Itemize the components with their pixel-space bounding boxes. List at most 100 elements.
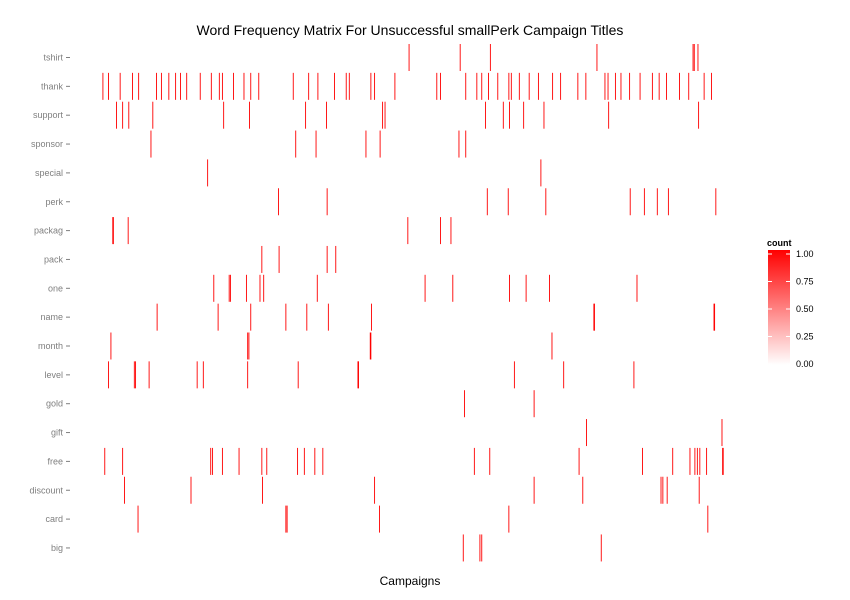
cell-one-730	[549, 274, 550, 302]
cell-sponsor-455	[379, 130, 381, 158]
cell-tshirt-971	[697, 44, 699, 71]
cell-name-302	[285, 303, 287, 331]
cell-one-260	[259, 274, 261, 302]
cell-thank-131	[180, 72, 181, 100]
cell-level-80	[148, 361, 150, 389]
cell-thank-993	[711, 72, 712, 100]
cell-tshirt-502	[408, 44, 410, 71]
cell-one-212	[229, 274, 231, 302]
cell-free-8	[104, 447, 106, 475]
cell-one-665	[509, 274, 510, 302]
legend-tick-label-1.00: 1.00	[796, 249, 814, 259]
legend-tick-label-0.25: 0.25	[796, 332, 814, 342]
cell-support-459	[382, 101, 384, 129]
cell-gold-592	[464, 390, 465, 418]
cell-support-655	[502, 101, 504, 129]
cell-special-716	[540, 159, 542, 187]
cell-discount-40	[124, 476, 125, 504]
y-tick-label-big: big	[51, 543, 63, 553]
cell-card-304	[286, 505, 288, 533]
cell-free-321	[297, 447, 299, 475]
legend-ticks: 1.00 0.75 0.50 0.25 0.00	[768, 249, 814, 369]
cell-discount-705	[533, 476, 535, 504]
cell-thank-908	[658, 72, 660, 100]
cell-perk-290	[278, 188, 279, 216]
cell-big-590	[462, 534, 464, 562]
cell-sponsor-318	[295, 130, 297, 158]
cell-thank-100	[160, 72, 162, 100]
cell-thank-612	[476, 72, 478, 100]
y-tick-label-tshirt: tshirt	[43, 53, 63, 63]
cell-thank-354	[317, 72, 319, 100]
cell-level-58	[135, 361, 137, 389]
cell-support-37	[122, 101, 124, 129]
y-tick-label-level: level	[44, 370, 63, 380]
y-tick-label-month: month	[38, 341, 63, 351]
cell-discount-784	[582, 476, 584, 504]
cell-thank-245	[250, 72, 252, 100]
y-axis: tshirt thank support sponsor special perk pack…	[29, 53, 70, 553]
cell-level-168	[202, 361, 204, 389]
cell-thank-748	[560, 72, 562, 100]
cell-big-814	[600, 534, 602, 562]
cell-sponsor-583	[458, 130, 460, 158]
cell-one-528	[424, 274, 426, 302]
cell-thank-631	[488, 72, 489, 100]
cell-tshirt-807	[596, 44, 598, 71]
cell-free-271	[266, 447, 268, 475]
cell-thank-956	[688, 72, 690, 100]
y-tick-label-thank: thank	[41, 81, 64, 91]
legend-tick-label-0.75: 0.75	[796, 277, 814, 287]
cell-thank-194	[218, 72, 220, 100]
cell-perk-1000	[715, 188, 717, 216]
y-tick-label-gift: gift	[51, 428, 64, 438]
cell-thank-789	[585, 72, 587, 100]
cell-thank-941	[679, 72, 680, 100]
cell-sponsor-594	[465, 130, 467, 158]
cell-big-620	[481, 534, 483, 562]
cell-thank-712	[537, 72, 539, 100]
cell-tshirt-585	[459, 44, 461, 71]
cell-thank-33	[119, 72, 121, 100]
cell-thank-234	[243, 72, 245, 100]
cell-gift-790	[586, 419, 587, 447]
cell-thank-920	[666, 72, 667, 100]
cell-perk-905	[656, 188, 658, 216]
cell-free-180	[210, 447, 212, 475]
cell-thank-697	[528, 72, 530, 100]
cell-name-441	[371, 303, 372, 331]
cell-name-997	[713, 303, 715, 331]
cell-thank-400	[345, 72, 347, 100]
cell-name-803	[594, 303, 595, 331]
cell-thank-405	[348, 72, 350, 100]
cell-thank-479	[394, 72, 396, 100]
cell-level-673	[513, 361, 515, 389]
cell-sponsor-432	[365, 130, 367, 158]
cell-thank-314	[292, 72, 294, 100]
cell-one-573	[452, 274, 454, 302]
cell-support-665	[509, 101, 510, 129]
cell-free-881	[642, 447, 643, 475]
cell-pack-369	[326, 245, 328, 273]
cell-level-753	[563, 361, 565, 389]
cell-thank-446	[374, 72, 376, 100]
cell-pack-291	[278, 245, 280, 273]
cell-free-183	[212, 447, 214, 475]
cell-support-688	[523, 101, 525, 129]
legend-tick-label-0.50: 0.50	[796, 304, 814, 314]
cell-free-778	[578, 447, 580, 475]
cell-thank-92	[156, 72, 157, 100]
cell-perk-884	[643, 188, 645, 216]
cell-free-332	[303, 447, 305, 475]
cell-one-210	[228, 274, 230, 302]
cell-pack-383	[335, 245, 337, 273]
y-tick-label-free: free	[47, 456, 63, 466]
legend: count 1.00 0.75 0.50 0.25 0.00	[767, 238, 814, 369]
cell-card-62	[137, 505, 139, 533]
cell-name-998	[714, 303, 716, 331]
cell-support-201	[223, 101, 225, 129]
cell-thank-199	[221, 72, 223, 100]
cell-thank-553	[440, 72, 441, 100]
cell-thank-668	[510, 72, 512, 100]
cell-thank-217	[233, 72, 234, 100]
